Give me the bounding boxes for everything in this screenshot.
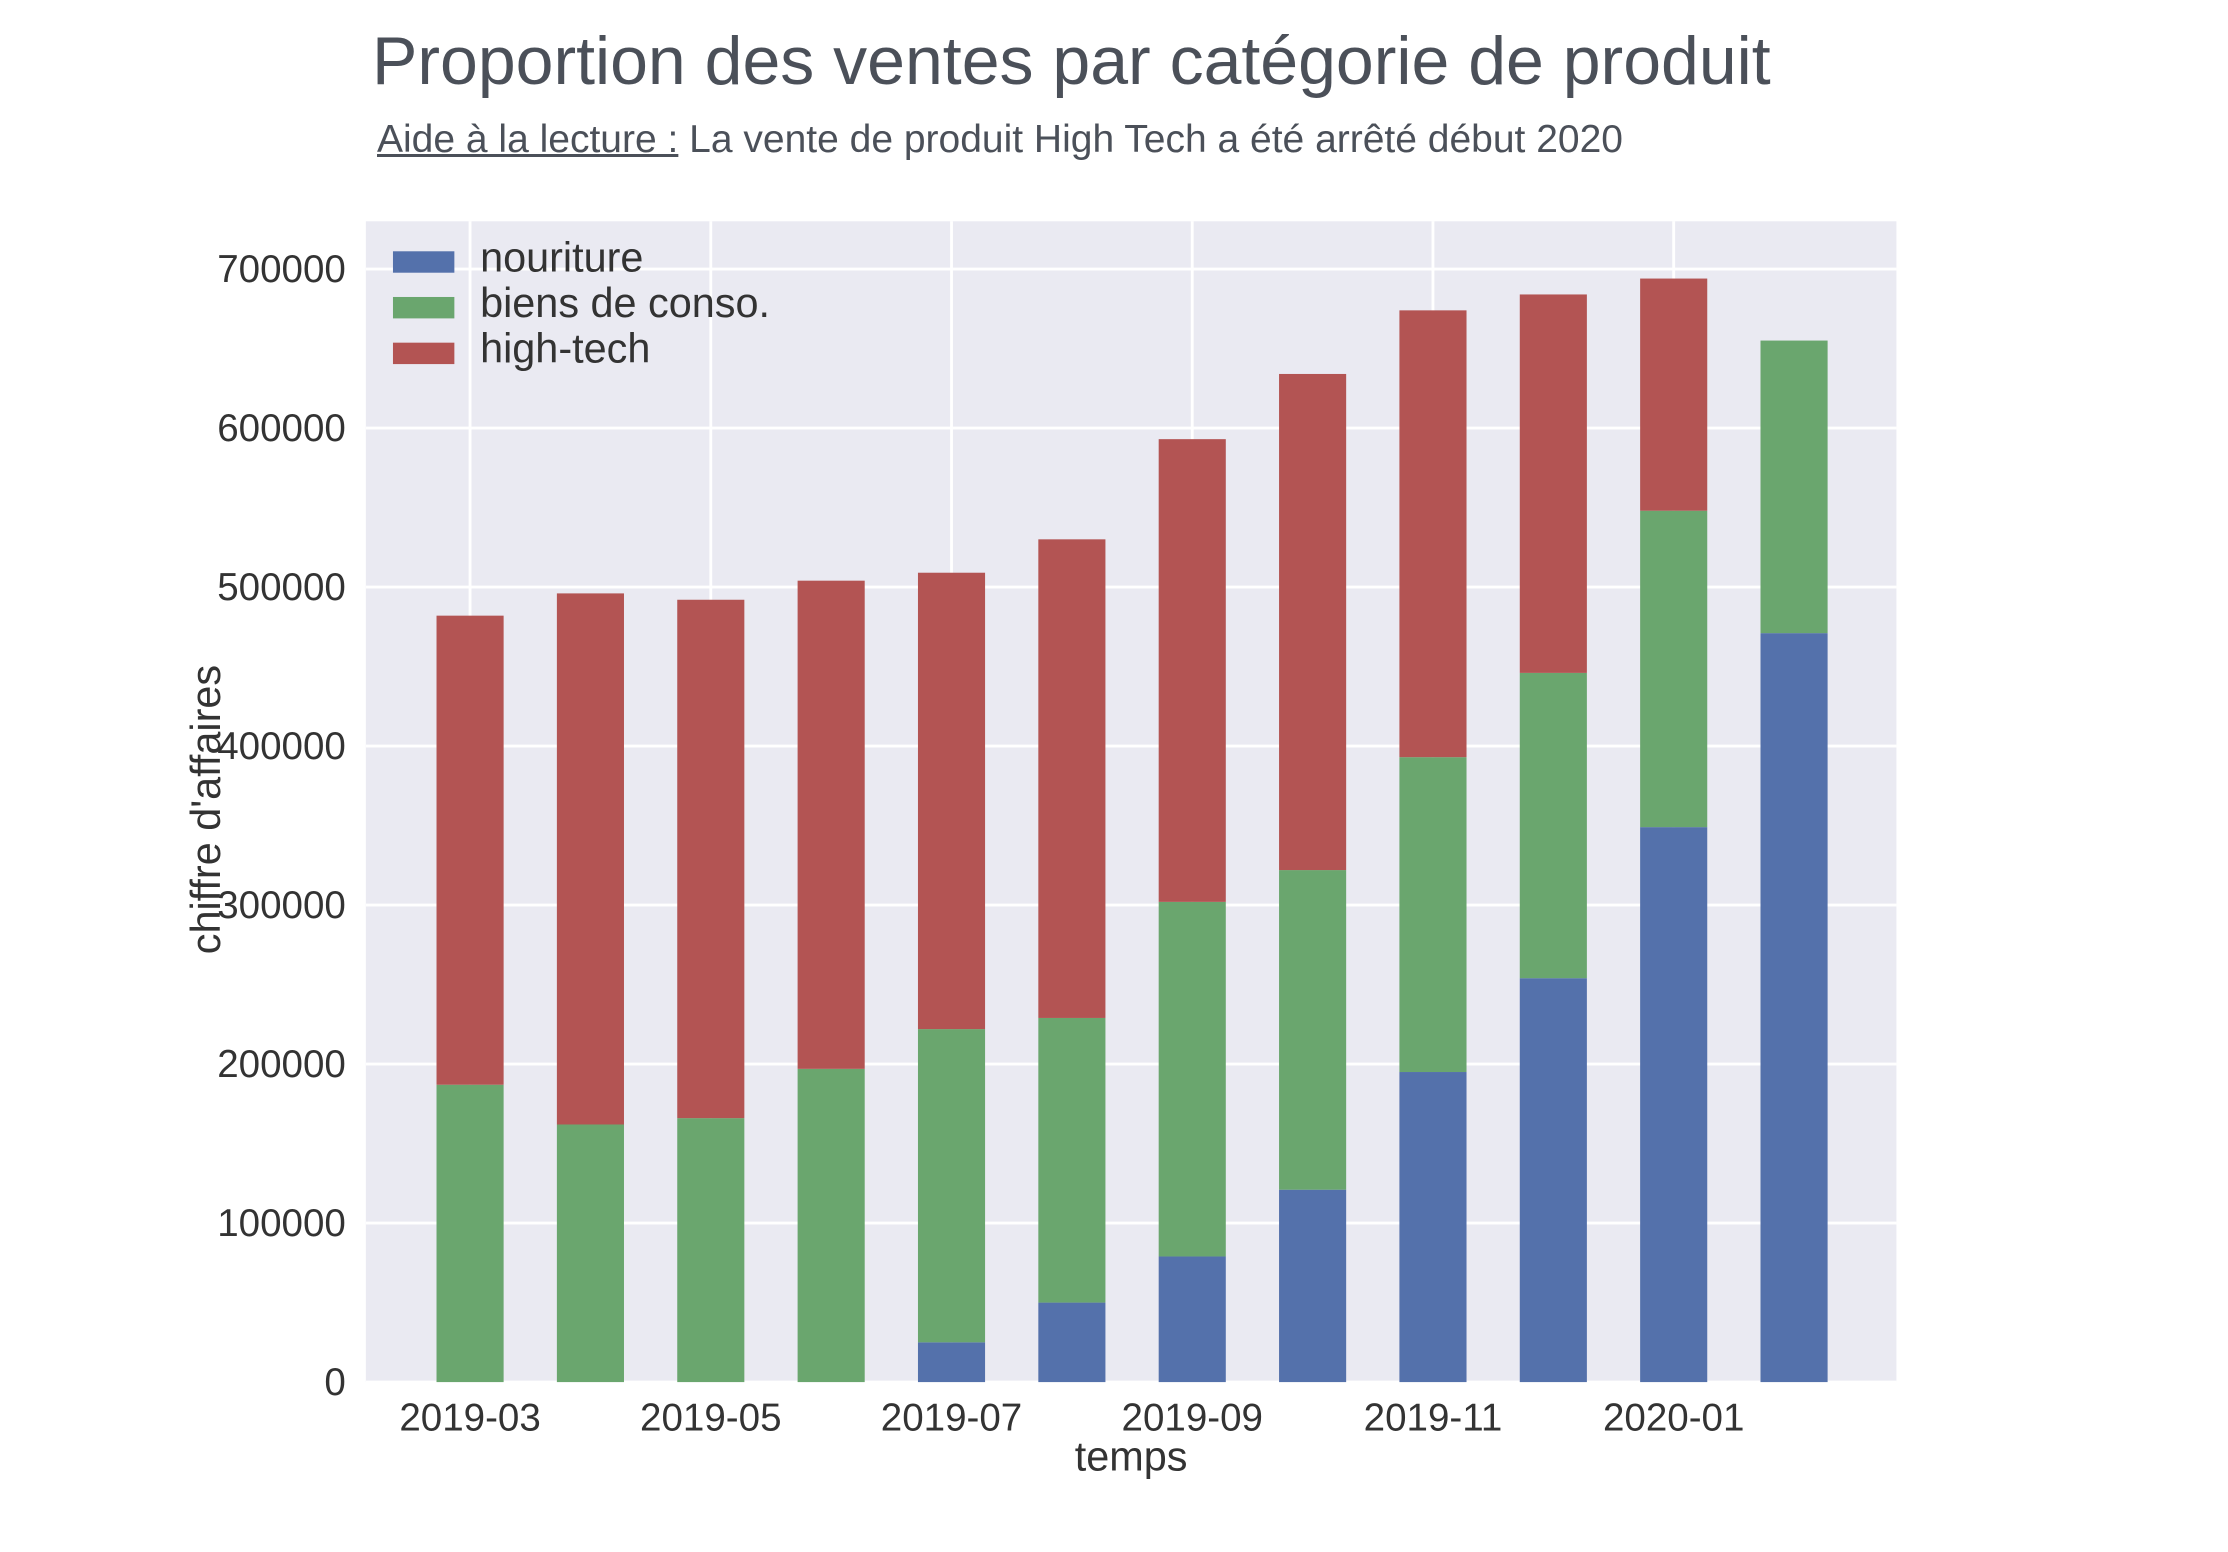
bar-biens-de-conso-2019-04 [556,1124,624,1383]
bar-biens-de-conso-2019-07 [917,1029,986,1343]
bar-high-tech-2019-08 [1038,539,1106,1018]
legend-label: nouriture [480,234,643,280]
bar-high-tech-2019-11 [1399,310,1467,758]
bar-biens-de-conso-2020-02 [1760,340,1828,634]
bar-high-tech-2019-06 [797,580,865,1069]
x-tick-label: 2020-01 [1603,1397,1744,1440]
y-tick-label: 100000 [217,1202,346,1245]
bar-biens-de-conso-2019-06 [797,1068,865,1383]
bar-nouriture-2020-01 [1640,827,1708,1383]
bar-nouriture-2019-10 [1279,1189,1347,1383]
y-tick-label: 600000 [217,407,346,450]
x-axis-label: temps [1075,1434,1188,1480]
bar-biens-de-conso-2019-05 [677,1118,745,1383]
bar-biens-de-conso-2019-11 [1399,757,1467,1073]
bar-nouriture-2019-08 [1038,1302,1106,1383]
x-tick-label: 2019-03 [399,1397,540,1440]
y-axis-label: chiffre d'affaires [183,665,229,954]
y-tick-label: 500000 [217,566,346,609]
bar-nouriture-2019-07 [917,1342,986,1383]
bar-nouriture-2019-09 [1158,1256,1226,1383]
legend-swatch [392,251,455,273]
bar-high-tech-2019-04 [556,593,624,1125]
reading-note-text: La vente de produit High Tech a été arrê… [678,118,1623,161]
reading-note-label: Aide à la lecture : [377,118,679,161]
y-tick-label: 300000 [217,884,346,927]
bar-high-tech-2019-07 [917,572,986,1030]
bar-high-tech-2019-09 [1158,439,1226,902]
bar-biens-de-conso-2020-01 [1640,510,1708,828]
bar-high-tech-2019-10 [1279,373,1347,871]
x-tick-label: 2019-05 [640,1397,781,1440]
x-tick-label: 2019-07 [881,1397,1022,1440]
bar-biens-de-conso-2019-12 [1519,672,1587,979]
y-tick-label: 400000 [217,725,346,768]
bar-nouriture-2019-12 [1519,978,1587,1383]
legend-swatch [392,296,455,319]
page-title: Proportion des ventes par catégorie de p… [372,23,1771,99]
legend-label: biens de conso. [480,280,770,326]
bar-high-tech-2019-03 [436,615,504,1085]
bar-nouriture-2020-02 [1760,633,1828,1383]
legend-label: high-tech [480,326,650,372]
legend-swatch [392,342,455,365]
bar-biens-de-conso-2019-10 [1279,870,1347,1190]
x-tick-label: 2019-09 [1122,1397,1263,1440]
bar-high-tech-2020-01 [1640,278,1708,511]
y-tick-label: 200000 [217,1043,346,1086]
y-tick-label: 0 [324,1361,345,1404]
x-tick-label: 2019-11 [1364,1397,1503,1440]
bar-biens-de-conso-2019-08 [1038,1017,1106,1303]
bar-high-tech-2019-12 [1519,294,1587,673]
bar-biens-de-conso-2019-03 [436,1084,504,1383]
bar-biens-de-conso-2019-09 [1158,901,1226,1257]
reading-note: Aide à la lecture : La vente de produit … [377,118,1623,162]
bar-nouriture-2019-11 [1399,1072,1467,1383]
bar-high-tech-2019-05 [677,599,745,1119]
y-tick-label: 700000 [217,248,346,291]
